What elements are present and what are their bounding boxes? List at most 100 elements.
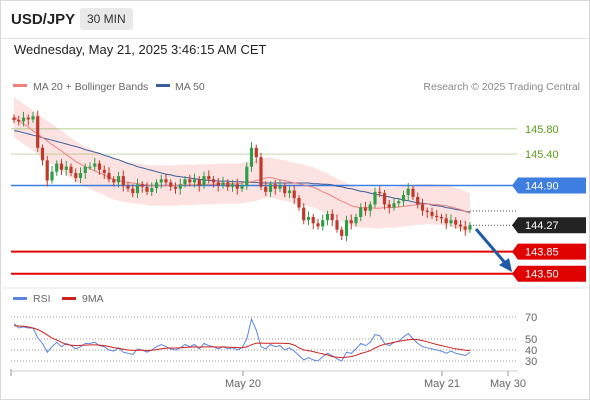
candle-body	[268, 184, 273, 192]
candle-body	[416, 196, 420, 205]
candle-body	[368, 204, 372, 211]
candle-body	[306, 217, 311, 221]
candle-body	[259, 157, 263, 187]
candle-body	[468, 225, 472, 230]
rsi-legend: RSI 9MA	[13, 293, 104, 305]
pivot-tag	[512, 177, 586, 194]
candle-body	[178, 184, 182, 189]
candle-body	[378, 191, 382, 194]
support-tag	[512, 265, 586, 282]
candle-body	[78, 173, 83, 178]
support-tag	[512, 243, 586, 260]
candle-body	[188, 179, 192, 183]
support-label: 143.50	[525, 269, 559, 281]
ma50-legend-swatch	[156, 84, 170, 87]
bollinger-fill	[14, 96, 470, 234]
ma9-legend-swatch	[62, 297, 76, 300]
candle-body	[216, 182, 220, 186]
candle-body	[116, 176, 121, 183]
candle-body	[292, 190, 296, 199]
candle-body	[55, 163, 59, 172]
candle-body	[425, 210, 429, 212]
candle-body	[463, 226, 467, 230]
candle-body	[183, 179, 187, 185]
x-tick-label: May 20	[225, 378, 261, 390]
current-price-label: 144.27	[525, 220, 559, 232]
candle-body	[359, 207, 363, 217]
candle-body	[230, 184, 235, 187]
candle-body	[235, 184, 239, 189]
candle-body	[74, 173, 78, 178]
rsi-legend-swatch	[13, 297, 27, 300]
candle-body	[226, 182, 230, 187]
candle-body	[439, 217, 444, 219]
candle-body	[202, 176, 206, 186]
candle-body	[31, 116, 35, 120]
rsi-ma-line	[13, 325, 471, 359]
support-label: 143.85	[525, 247, 559, 259]
candle-body	[406, 188, 410, 195]
candle-body	[245, 166, 249, 186]
rsi-tick-label: 30	[525, 356, 537, 368]
chart-header: USD/JPY 30 MIN	[1, 1, 589, 39]
candle-body	[12, 117, 16, 121]
candle-body	[340, 229, 344, 236]
candle-body	[50, 171, 54, 181]
candle-body	[240, 185, 244, 189]
candle-body	[435, 215, 439, 218]
candle-body	[349, 220, 353, 224]
candle-body	[211, 179, 216, 183]
candle-body	[88, 166, 92, 168]
candle-body	[21, 117, 26, 122]
ma20-legend-swatch	[13, 84, 27, 87]
candle-body	[93, 163, 97, 167]
candle-body	[154, 182, 159, 189]
pivot-label: 144.90	[525, 181, 559, 193]
candle-body	[283, 185, 287, 194]
candle-body	[420, 204, 425, 211]
candle-body	[107, 173, 111, 180]
candle-body	[430, 212, 434, 216]
rsi-panel	[13, 317, 471, 362]
timeframe-selector[interactable]: 30 MIN	[80, 8, 133, 30]
candle-body	[173, 186, 178, 189]
x-axis: May 20 May 21 May 30	[10, 369, 526, 390]
candle-body	[249, 147, 254, 167]
candle-body	[102, 169, 106, 173]
candle-body	[325, 213, 330, 221]
candle-body	[373, 191, 377, 205]
candle-body	[287, 190, 292, 194]
rsi-line	[13, 317, 471, 362]
bollinger-band	[14, 96, 470, 234]
ma9-legend-label: 9MA	[82, 293, 104, 305]
candle-body	[387, 204, 391, 208]
resistance-label: 145.40	[525, 149, 559, 161]
candle-body	[354, 217, 358, 224]
rsi-tick-label: 50	[525, 334, 537, 346]
candle-body	[335, 220, 339, 230]
candle-body	[278, 185, 282, 189]
rsi-tick-label: 70	[525, 312, 537, 324]
candle-body	[64, 166, 68, 170]
candle-body	[197, 179, 201, 186]
candle-body	[164, 179, 168, 183]
candle-body	[344, 220, 349, 236]
candle-body	[321, 220, 325, 227]
candle-body	[40, 147, 45, 161]
candle-body	[121, 176, 125, 186]
candle-body	[126, 185, 130, 189]
level-labels: 145.80 145.40 144.90 144.27 143.85 143.50	[512, 124, 586, 282]
research-credit: Research © 2025 Trading Central	[423, 81, 580, 93]
ma20-legend-label: MA 20 + Bollinger Bands	[33, 81, 148, 93]
candle-body	[311, 217, 315, 224]
candle-body	[449, 220, 453, 224]
candle-body	[169, 182, 173, 187]
candle-body	[112, 179, 116, 183]
candle-body	[97, 163, 102, 170]
x-tick-label: May 21	[424, 378, 460, 390]
candle-body	[397, 201, 401, 204]
candlesticks	[12, 110, 472, 241]
candle-body	[254, 147, 258, 158]
